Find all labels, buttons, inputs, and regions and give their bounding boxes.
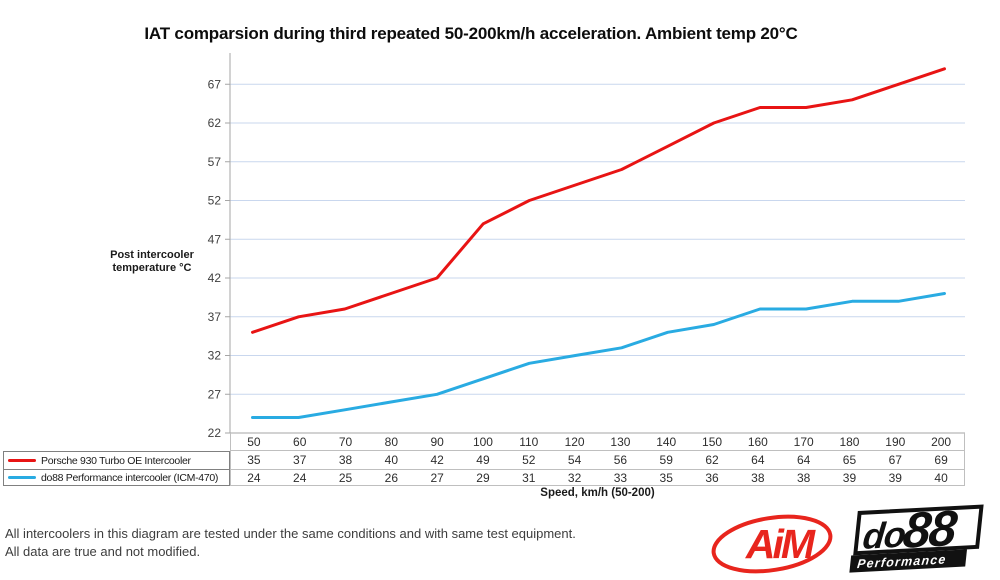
- speed-cell: 170: [793, 434, 814, 449]
- value-cell: 27: [430, 470, 444, 485]
- speed-cell: 200: [931, 434, 952, 449]
- table-row-do88: 24 24 25 26 27 29 31 32 33 35 36 38 38 39 39 40: [231, 470, 964, 486]
- speed-cell: 180: [839, 434, 860, 449]
- speed-cell: 80: [384, 434, 399, 449]
- value-cell: 67: [888, 453, 902, 467]
- value-cell: 35: [247, 453, 261, 467]
- y-tick-label: 57: [208, 155, 222, 169]
- value-cell: 65: [842, 453, 857, 467]
- value-cell: 39: [888, 470, 902, 485]
- speed-cell: 130: [610, 434, 631, 449]
- value-cell: 62: [705, 453, 719, 467]
- speed-cell: 190: [885, 434, 906, 449]
- value-cell: 40: [934, 470, 948, 485]
- do88-logo: do 88 Performance: [849, 504, 984, 573]
- legend-line-sample-porsche: [8, 459, 36, 462]
- speed-cell: 60: [293, 434, 307, 449]
- speed-cell: 150: [702, 434, 723, 449]
- y-tick-label: 42: [208, 271, 222, 285]
- y-tick-label: 22: [208, 426, 222, 440]
- x-axis-caption: Speed, km/h (50-200): [540, 487, 655, 499]
- value-cell: 24: [293, 470, 307, 485]
- value-cell: 38: [796, 470, 811, 485]
- value-cell: 29: [476, 470, 490, 485]
- value-cell: 31: [522, 470, 536, 485]
- legend-item-porsche: Porsche 930 Turbo OE Intercooler: [4, 452, 229, 470]
- aim-logo-text: AiM: [745, 521, 816, 567]
- footer-disclaimer: All intercoolers in this diagram are tes…: [5, 525, 576, 560]
- series-line-1: [251, 292, 946, 419]
- do88-logo-subtext: Performance: [856, 552, 947, 571]
- speed-cell: 50: [247, 434, 261, 449]
- value-cell: 52: [522, 453, 536, 467]
- value-cell: 64: [796, 453, 811, 467]
- value-cell: 56: [613, 453, 628, 467]
- legend: Porsche 930 Turbo OE Intercooler do88 Pe…: [3, 451, 230, 486]
- table-row-porsche: 35 37 38 40 42 49 52 54 56 59 62 64 64 65 67 69: [231, 451, 964, 470]
- speed-cell: 110: [519, 434, 539, 449]
- y-tick-label: 47: [208, 232, 222, 246]
- speed-cell: 70: [338, 434, 353, 449]
- value-cell: 38: [338, 453, 353, 467]
- value-cell: 64: [751, 453, 765, 467]
- value-cell: 24: [247, 470, 261, 485]
- value-cell: 37: [293, 453, 307, 467]
- value-cell: 42: [430, 453, 444, 467]
- value-cell: 35: [659, 470, 673, 485]
- speed-cell: 160: [747, 434, 768, 449]
- value-cell: 25: [338, 470, 353, 485]
- legend-line-sample-do88: [8, 476, 36, 479]
- value-cell: 69: [934, 453, 948, 467]
- legend-label-do88: do88 Performance intercooler (ICM-470): [41, 471, 219, 484]
- y-tick-label: 52: [208, 194, 222, 208]
- value-cell: 54: [567, 453, 582, 467]
- y-tick-label: 37: [208, 310, 222, 324]
- speed-cell: 90: [430, 434, 444, 449]
- do88-logo-performance-bar: [849, 549, 968, 573]
- speed-cell: 100: [472, 434, 493, 449]
- y-tick-label: 62: [208, 116, 222, 130]
- y-axis-label-line1: Post intercooler: [110, 249, 194, 261]
- legend-label-porsche: Porsche 930 Turbo OE Intercooler: [41, 454, 191, 467]
- value-cell: 36: [705, 470, 719, 485]
- aim-logo-ellipse: [711, 514, 833, 574]
- speed-header-row: 50 60 70 80 90 100 110 120 130 140 150 160 170 180 190…: [231, 433, 964, 451]
- value-cell: 38: [751, 470, 765, 485]
- legend-item-do88: do88 Performance intercooler (ICM-470): [4, 470, 229, 485]
- y-tick-label: 32: [208, 349, 222, 363]
- y-tick-label: 67: [208, 77, 222, 91]
- do88-logo-outline: [853, 504, 984, 556]
- value-cell: 59: [659, 453, 673, 467]
- do88-logo-text-do: do: [861, 514, 907, 557]
- chart-title: IAT comparsion during third repeated 50-…: [144, 24, 798, 43]
- y-tick-label: 27: [208, 387, 222, 401]
- value-cell: 26: [384, 470, 399, 485]
- series-line-0: [251, 67, 946, 334]
- footer-line2: All data are true and not modified.: [5, 543, 201, 559]
- value-cell: 33: [613, 470, 628, 485]
- value-cell: 40: [384, 453, 399, 467]
- y-axis-label: Post intercooler temperature °C: [92, 249, 212, 275]
- value-cell: 49: [476, 453, 490, 467]
- value-cell: 39: [842, 470, 857, 485]
- y-axis-label-line2: temperature °C: [112, 262, 192, 274]
- speed-cell: 140: [656, 434, 677, 449]
- footer-line1: All intercoolers in this diagram are tes…: [5, 526, 576, 541]
- aim-logo: AiM: [711, 514, 833, 574]
- value-cell: 32: [567, 470, 582, 485]
- speed-cell: 120: [564, 434, 585, 449]
- do88-logo-text-88: 88: [900, 504, 960, 559]
- data-table: 50 60 70 80 90 100 110 120 130 140 150 160 170 180 190…: [230, 433, 965, 486]
